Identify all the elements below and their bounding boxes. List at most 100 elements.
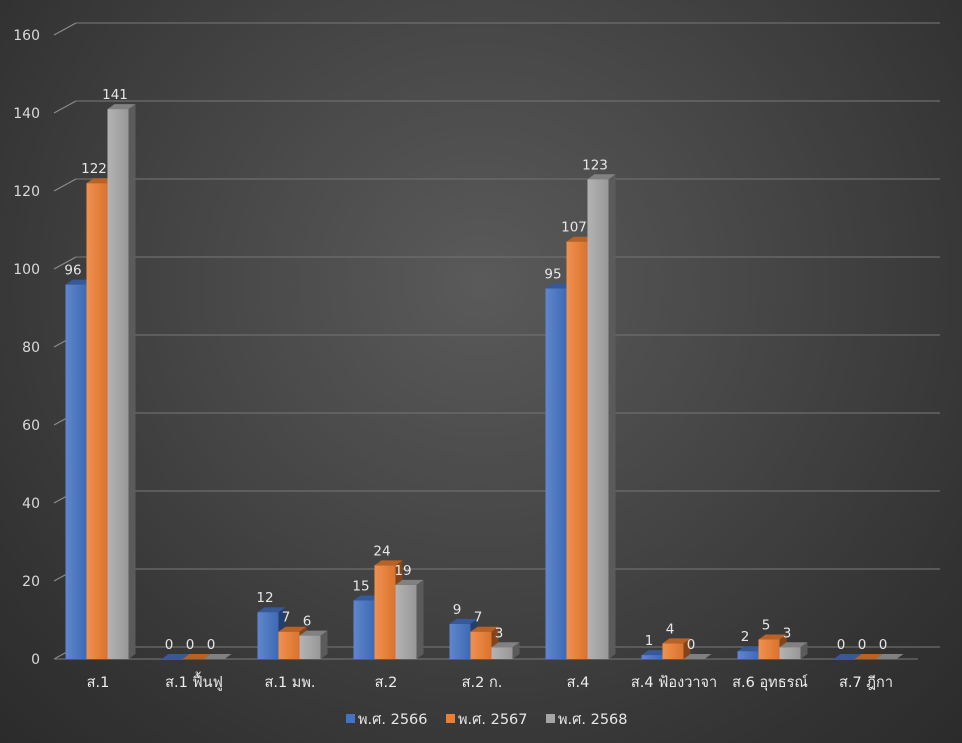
- bar-front: [395, 584, 417, 659]
- data-label: 0: [207, 637, 216, 653]
- legend-swatch: [446, 714, 455, 723]
- bar-top: [107, 104, 136, 110]
- x-axis: ส.1 ส.1 ฟื้นฟู ส.1 มพ. ส.2 ส.2 ก. ส.4 ส.4 ฟ้อง…: [87, 671, 893, 691]
- bar-front: [257, 612, 279, 659]
- data-label: 96: [64, 263, 81, 279]
- bar: [875, 654, 904, 659]
- y-tick-label: 20: [22, 574, 40, 590]
- bar: [299, 630, 328, 659]
- data-label: 122: [81, 161, 107, 177]
- data-label: 3: [495, 625, 504, 641]
- data-label: 7: [282, 610, 291, 626]
- bar-top: [587, 174, 616, 180]
- bar-front: [107, 109, 129, 660]
- data-label: 107: [561, 220, 587, 236]
- data-label: 0: [858, 637, 867, 653]
- data-label: 9: [453, 602, 462, 618]
- bar-front: [86, 183, 108, 659]
- bar: [203, 654, 232, 659]
- bar-side: [800, 642, 808, 659]
- bar: [683, 654, 712, 659]
- category-label: ส.4: [567, 675, 590, 691]
- bar-front: [758, 639, 780, 659]
- legend-label: พ.ศ. 2566: [358, 712, 428, 728]
- bar-top: [182, 654, 211, 659]
- y-tick-label: 120: [13, 184, 40, 200]
- category-label: ส.6 อุทธรณ์: [732, 674, 808, 691]
- legend: พ.ศ. 2566 พ.ศ. 2567 พ.ศ. 2568: [346, 712, 628, 728]
- data-label: 141: [102, 87, 128, 103]
- bar: [779, 642, 808, 659]
- gridlines: [53, 22, 940, 660]
- data-label: 1: [645, 633, 654, 649]
- category-label: ส.7 ฎีกา: [839, 674, 893, 691]
- bar-front: [641, 655, 663, 659]
- bar-front: [587, 179, 609, 660]
- legend-label: พ.ศ. 2568: [558, 712, 628, 728]
- data-label: 123: [582, 157, 608, 173]
- legend-swatch: [346, 714, 355, 723]
- category-label: ส.2 ก.: [462, 675, 503, 691]
- bar-front: [545, 288, 567, 659]
- data-label: 7: [474, 610, 483, 626]
- legend-item: พ.ศ. 2568: [546, 712, 628, 728]
- data-label: 5: [762, 618, 771, 634]
- legend-swatch: [546, 714, 555, 723]
- bar-front: [737, 651, 759, 659]
- bar: [395, 579, 424, 659]
- bar: [854, 654, 883, 659]
- bar-top: [491, 642, 520, 648]
- bar-side: [128, 104, 136, 660]
- data-label: 19: [394, 563, 411, 579]
- data-label: 0: [165, 637, 174, 653]
- gridline-connector: [53, 178, 77, 192]
- bar-top: [299, 630, 328, 636]
- bar-front: [374, 565, 396, 659]
- bar-front: [65, 284, 87, 659]
- bar-top: [278, 626, 307, 632]
- bar-front: [779, 647, 801, 659]
- bar-top: [470, 626, 499, 632]
- bar-front: [353, 600, 375, 659]
- bar-front: [299, 635, 321, 659]
- category-label: ส.1 มพ.: [264, 675, 315, 691]
- bar-top: [854, 654, 883, 659]
- bar-side: [416, 579, 424, 659]
- y-tick-label: 140: [13, 106, 40, 122]
- data-label: 0: [837, 637, 846, 653]
- y-axis: 0 20 40 60 80 100 120 140 160: [13, 28, 40, 668]
- bar-side: [320, 630, 328, 659]
- bar: [491, 642, 520, 659]
- data-label: 0: [186, 637, 195, 653]
- bar-top: [683, 654, 712, 659]
- bar-top: [875, 654, 904, 659]
- bar-front: [278, 631, 300, 659]
- category-label: ส.1: [87, 675, 110, 691]
- bar: [182, 654, 211, 659]
- data-label: 12: [256, 590, 273, 606]
- bar-front: [470, 631, 492, 659]
- y-tick-label: 0: [31, 652, 40, 668]
- bar: [470, 626, 499, 659]
- bar-top: [779, 642, 808, 648]
- bar-top: [161, 654, 190, 659]
- gridline-connector: [53, 22, 77, 36]
- bar-top: [203, 654, 232, 659]
- bar-front: [566, 241, 588, 659]
- data-label: 24: [373, 543, 390, 559]
- bar-top: [662, 638, 691, 644]
- bar-side: [683, 638, 691, 659]
- bar-top: [395, 579, 424, 585]
- y-tick-label: 60: [22, 418, 40, 434]
- bar-top: [449, 618, 478, 624]
- y-tick-label: 40: [22, 496, 40, 512]
- bar-front: [491, 647, 513, 659]
- bar-front: [662, 643, 684, 659]
- bar: [587, 174, 616, 660]
- data-label: 2: [741, 629, 750, 645]
- data-label: 4: [666, 621, 675, 637]
- data-label: 15: [352, 579, 369, 595]
